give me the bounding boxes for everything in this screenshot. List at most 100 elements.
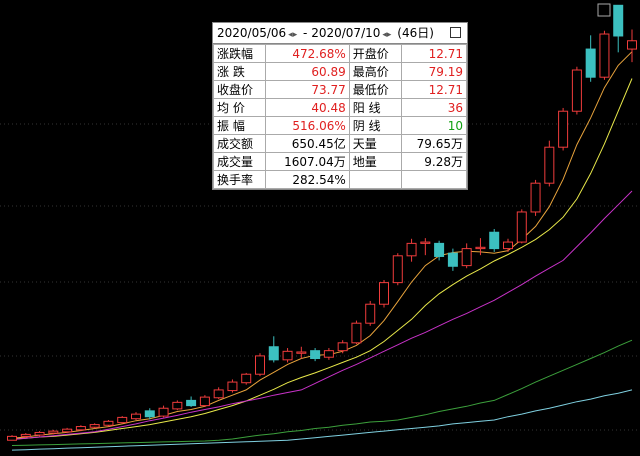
stat-label: 涨 跌	[212, 62, 267, 81]
stats-row: 换手率 282.54%	[212, 170, 467, 189]
candle-body	[516, 211, 527, 243]
candle-body	[282, 350, 293, 361]
stat-label: 天量	[348, 134, 403, 153]
candle-body	[434, 242, 445, 257]
stat-value: 10	[401, 116, 467, 135]
candle-body	[392, 255, 403, 284]
close-button[interactable]	[450, 27, 461, 38]
candle-body	[447, 252, 458, 267]
stat-value: 12.71	[401, 44, 467, 63]
stats-row: 涨 跌 60.89 最高价 79.19	[212, 62, 467, 81]
stat-label: 换手率	[212, 170, 267, 189]
stat-value: 60.89	[265, 62, 350, 81]
candle-body	[20, 433, 31, 437]
candle-body	[186, 399, 197, 407]
stats-row: 成交额 650.45亿 天量 79.65万	[212, 134, 467, 153]
stats-row: 涨跌幅 472.68% 开盘价 12.71	[212, 44, 467, 63]
stat-value: 1607.04万	[265, 152, 350, 171]
stat-value: 472.68%	[265, 44, 350, 63]
candle-body	[268, 346, 279, 361]
candle-body	[199, 396, 210, 407]
panel-header: 2020/05/06 ◂▸ - 2020/07/10 ◂▸ (46日)	[213, 23, 467, 44]
stat-label: 最高价	[348, 62, 403, 81]
candle-body	[75, 426, 86, 431]
candle-body	[255, 355, 265, 375]
candle-body	[89, 424, 100, 428]
candle-body	[461, 248, 472, 267]
candle-body	[296, 351, 307, 354]
stat-label: 振 幅	[212, 116, 267, 135]
empty-cell	[348, 170, 403, 189]
stat-label: 最低价	[348, 80, 403, 99]
candle-body	[62, 428, 73, 433]
candle-body	[172, 401, 183, 410]
ma-line	[11, 51, 633, 439]
stat-label: 均 价	[212, 98, 267, 117]
stat-value: 40.48	[265, 98, 350, 117]
candle-body	[420, 241, 431, 244]
window-icon[interactable]	[597, 3, 611, 17]
candle-body	[158, 407, 169, 417]
candle-body	[544, 146, 555, 184]
candle-body	[406, 242, 417, 257]
stat-value: 282.54%	[265, 170, 350, 189]
stats-row: 均 价 40.48 阳 线 36	[212, 98, 467, 117]
stat-label: 地量	[348, 152, 403, 171]
ma-line	[11, 339, 633, 446]
candle-body	[503, 241, 513, 250]
stat-value: 650.45亿	[265, 134, 350, 153]
candle-body	[571, 69, 582, 112]
stat-label: 收盘价	[212, 80, 267, 99]
stat-label: 阴 线	[348, 116, 403, 135]
candle-body	[310, 350, 321, 360]
stat-value: 516.06%	[265, 116, 350, 135]
candle-body	[351, 322, 362, 344]
candle-body	[241, 373, 252, 384]
candle-body	[475, 246, 486, 250]
info-panel: 2020/05/06 ◂▸ - 2020/07/10 ◂▸ (46日) 涨跌幅 472…	[212, 22, 468, 190]
stat-label: 开盘价	[348, 44, 403, 63]
candle-body	[558, 110, 569, 148]
candle-body	[227, 381, 238, 392]
stat-value: 73.77	[265, 80, 350, 99]
candle-body	[117, 416, 128, 424]
candle-body	[131, 413, 141, 420]
stat-label: 成交额	[212, 134, 267, 153]
ma-line	[11, 190, 633, 441]
candle-body	[489, 231, 500, 250]
start-date: 2020/05/06	[217, 26, 287, 40]
stat-label: 涨跌幅	[212, 44, 267, 63]
candle-body	[365, 303, 376, 324]
stat-label: 阳 线	[348, 98, 403, 117]
empty-cell	[401, 170, 467, 189]
stat-value: 79.65万	[401, 134, 467, 153]
candle-body	[599, 33, 610, 78]
candle-body	[48, 430, 59, 434]
stat-value: 36	[401, 98, 467, 117]
candle-body	[379, 282, 389, 305]
stats-row: 振 幅 516.06% 阴 线 10	[212, 116, 467, 135]
stat-value: 12.71	[401, 80, 467, 99]
candle-body	[627, 40, 637, 50]
day-count: (46日)	[397, 26, 434, 40]
end-date: 2020/07/10	[311, 26, 381, 40]
candle-body	[585, 48, 596, 78]
stats-row: 成交量 1607.04万 地量 9.28万	[212, 152, 467, 171]
candle-body	[613, 4, 624, 37]
candle-body	[144, 410, 155, 418]
candle-body	[213, 389, 224, 399]
stat-label: 成交量	[212, 152, 267, 171]
candle-body	[323, 350, 334, 358]
stat-value: 9.28万	[401, 152, 467, 171]
candle-body	[337, 342, 348, 352]
separator: -	[303, 26, 308, 40]
candle-body	[103, 420, 114, 426]
candle-body	[530, 182, 541, 213]
candle-body	[34, 431, 45, 436]
ma-line	[11, 78, 633, 440]
ma-line	[11, 389, 633, 451]
candle-body	[7, 435, 17, 441]
stat-value: 79.19	[401, 62, 467, 81]
